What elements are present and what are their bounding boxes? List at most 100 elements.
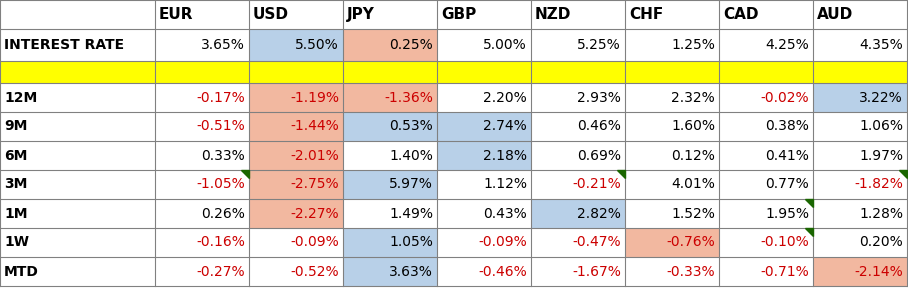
Text: 0.38%: 0.38% (765, 120, 809, 134)
Text: -0.02%: -0.02% (760, 91, 809, 104)
Bar (437, 199, 531, 228)
Text: -1.44%: -1.44% (291, 120, 339, 134)
Bar (155, 29, 249, 61)
Bar (0, 83, 155, 112)
Bar (0, 199, 155, 228)
Text: 5.00%: 5.00% (483, 38, 527, 52)
Bar (0, 141, 155, 170)
Bar (249, 141, 343, 170)
Bar (343, 0, 437, 29)
Text: 0.25%: 0.25% (390, 38, 433, 52)
Bar (249, 257, 343, 286)
Text: 0.41%: 0.41% (765, 148, 809, 162)
Text: JPY: JPY (347, 7, 375, 22)
Bar (437, 29, 531, 61)
Text: 1.95%: 1.95% (765, 207, 809, 221)
Text: 1.60%: 1.60% (671, 120, 715, 134)
Bar (155, 112, 249, 141)
Bar (531, 141, 625, 170)
Bar (155, 257, 249, 286)
Bar (813, 0, 907, 29)
Bar (0, 0, 155, 29)
Bar (625, 29, 719, 61)
Bar (155, 0, 249, 29)
Bar (249, 170, 343, 199)
Text: -2.01%: -2.01% (291, 148, 339, 162)
Bar (813, 199, 907, 228)
Text: -2.14%: -2.14% (854, 265, 903, 278)
Bar (719, 29, 813, 61)
Text: 4.01%: 4.01% (671, 178, 715, 191)
Text: -0.17%: -0.17% (196, 91, 245, 104)
Text: -0.10%: -0.10% (760, 235, 809, 249)
Bar (343, 228, 437, 257)
Bar (531, 112, 625, 141)
Text: 1.97%: 1.97% (859, 148, 903, 162)
Text: -0.46%: -0.46% (479, 265, 527, 278)
Bar (813, 257, 907, 286)
Text: -1.19%: -1.19% (290, 91, 339, 104)
Text: 0.26%: 0.26% (202, 207, 245, 221)
Bar (343, 257, 437, 286)
Bar (0, 257, 155, 286)
Bar (813, 29, 907, 61)
Text: 1.06%: 1.06% (859, 120, 903, 134)
Text: 1.05%: 1.05% (390, 235, 433, 249)
Polygon shape (805, 228, 813, 236)
Bar (249, 112, 343, 141)
Bar (531, 0, 625, 29)
Bar (531, 83, 625, 112)
Text: -0.27%: -0.27% (196, 265, 245, 278)
Bar (155, 228, 249, 257)
Bar (531, 61, 625, 83)
Text: 1.40%: 1.40% (390, 148, 433, 162)
Text: 2.82%: 2.82% (577, 207, 621, 221)
Bar (343, 141, 437, 170)
Text: -2.75%: -2.75% (291, 178, 339, 191)
Bar (249, 199, 343, 228)
Text: -0.21%: -0.21% (572, 178, 621, 191)
Bar (0, 112, 155, 141)
Bar (719, 83, 813, 112)
Bar (531, 29, 625, 61)
Text: 0.33%: 0.33% (202, 148, 245, 162)
Bar (155, 170, 249, 199)
Bar (437, 112, 531, 141)
Bar (531, 257, 625, 286)
Text: -0.09%: -0.09% (479, 235, 527, 249)
Text: 2.32%: 2.32% (671, 91, 715, 104)
Text: 9M: 9M (4, 120, 27, 134)
Text: -0.51%: -0.51% (196, 120, 245, 134)
Text: 1.12%: 1.12% (483, 178, 527, 191)
Bar (343, 83, 437, 112)
Text: 5.25%: 5.25% (577, 38, 621, 52)
Bar (0, 228, 155, 257)
Text: 2.74%: 2.74% (483, 120, 527, 134)
Text: 2.20%: 2.20% (483, 91, 527, 104)
Bar (437, 141, 531, 170)
Text: -0.71%: -0.71% (760, 265, 809, 278)
Text: 3.63%: 3.63% (390, 265, 433, 278)
Text: 1.49%: 1.49% (389, 207, 433, 221)
Bar (625, 141, 719, 170)
Bar (437, 257, 531, 286)
Bar (0, 170, 155, 199)
Bar (719, 141, 813, 170)
Text: -0.16%: -0.16% (196, 235, 245, 249)
Text: 0.46%: 0.46% (577, 120, 621, 134)
Bar (813, 61, 907, 83)
Bar (719, 199, 813, 228)
Bar (249, 228, 343, 257)
Bar (625, 199, 719, 228)
Text: 3M: 3M (4, 178, 27, 191)
Bar (0, 29, 155, 61)
Text: 0.12%: 0.12% (671, 148, 715, 162)
Text: 4.35%: 4.35% (859, 38, 903, 52)
Text: 0.43%: 0.43% (483, 207, 527, 221)
Bar (625, 0, 719, 29)
Text: INTEREST RATE: INTEREST RATE (4, 38, 124, 52)
Bar (531, 199, 625, 228)
Text: -2.27%: -2.27% (291, 207, 339, 221)
Bar (155, 141, 249, 170)
Bar (155, 83, 249, 112)
